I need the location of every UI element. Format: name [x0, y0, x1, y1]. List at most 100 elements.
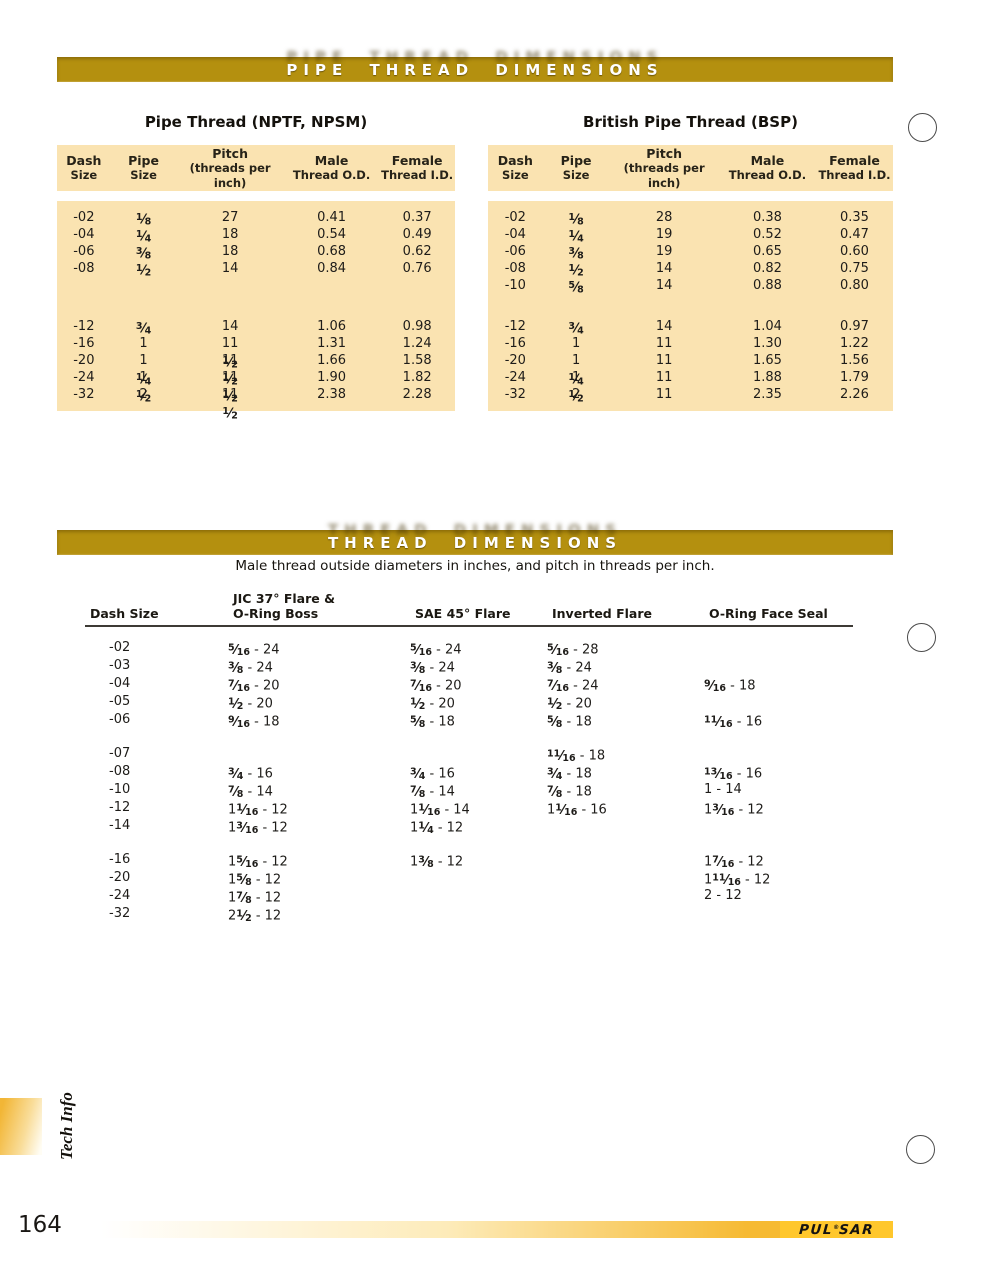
cell: 0.88	[752, 278, 782, 293]
pipe-thread-table: Pipe Thread (NPTF, NPSM) Dash Size Pipe Size…	[57, 112, 455, 422]
column-header-line: (threads per inch)	[623, 160, 705, 190]
table-row: -20 1 1⁄4 11 1.65 1.56	[488, 352, 893, 388]
cell: 21⁄2 - 12	[228, 908, 282, 924]
table-row: -02 1⁄8 27 0.41 0.37	[57, 209, 455, 228]
table-row: -08 1⁄2 14 0.82 0.75	[488, 260, 893, 279]
table-row: -02 5⁄16 - 24 5⁄16 - 24 5⁄16 - 28	[85, 639, 853, 658]
cell: -06	[73, 244, 95, 259]
table-row: -12 11⁄16 - 12 11⁄16 - 14 11⁄16 - 16 13⁄16 -…	[85, 799, 853, 818]
column-header: JIC 37° Flare & O-Ring Boss	[228, 591, 410, 621]
table-row: -04 1⁄4 18 0.54 0.49	[57, 226, 455, 245]
header-rule	[85, 625, 853, 627]
table-row: -16 15⁄16 - 12 13⁄8 - 12 17⁄16 - 12	[85, 851, 853, 870]
cell: 0.98	[402, 319, 432, 334]
cell: -20	[504, 353, 526, 368]
cell: 1 1⁄2	[568, 370, 584, 405]
cell: 1.58	[402, 353, 432, 368]
cell: -32	[109, 906, 131, 921]
cell: 11 1⁄2	[221, 387, 239, 422]
cell: 1.04	[752, 319, 782, 334]
cell: 0.75	[840, 261, 869, 276]
cell: 2.38	[317, 387, 347, 402]
cell: 7⁄8 - 18	[547, 784, 592, 800]
cell: -24	[73, 370, 95, 385]
cell: 1.82	[402, 370, 432, 385]
cell: 15⁄8 - 12	[228, 872, 282, 888]
column-header-line: Size	[70, 168, 98, 182]
cell: 1.66	[317, 353, 347, 368]
row-group: -02 5⁄16 - 24 5⁄16 - 24 5⁄16 - 28 -03 3⁄8 - 2…	[85, 639, 853, 730]
cell: -10	[504, 278, 526, 293]
cell: 7⁄8 - 14	[410, 784, 455, 800]
table-row: -16 1 11 1⁄2 1.31 1.24	[57, 335, 455, 371]
cell: 7⁄16 - 20	[410, 678, 462, 694]
cell: 3⁄4	[568, 321, 584, 337]
cell: 13⁄16 - 12	[228, 820, 288, 836]
column-header: Pipe Size	[111, 153, 177, 183]
thread-dimensions-section-title: THREAD DIMENSIONS	[327, 533, 623, 552]
column-header-line: JIC 37° Flare &	[233, 591, 335, 606]
column-header: Male Thread O.D.	[284, 153, 380, 183]
cell: 11⁄16 - 16	[547, 802, 607, 818]
column-header-line: Size	[130, 168, 157, 182]
pipe-thread-section-title: PIPE THREAD DIMENSIONS	[286, 60, 664, 79]
cell: 11⁄16 - 12	[228, 802, 288, 818]
cell: 1.30	[752, 336, 782, 351]
cell	[410, 905, 547, 928]
cell: -07	[109, 746, 131, 761]
column-header-line: Male	[750, 153, 785, 168]
cell: 13⁄16 - 16	[704, 766, 763, 782]
column-header-line: Dash	[66, 153, 102, 168]
cell: 1.88	[752, 370, 782, 385]
row-group-spacer	[57, 277, 455, 318]
column-header-line: Thread I.D.	[381, 168, 454, 182]
cell: 7⁄16 - 24	[547, 678, 599, 694]
cell: 1.90	[317, 370, 347, 385]
table-row: -32 2 11 2.35 2.26	[488, 386, 893, 403]
cell: 14	[655, 319, 673, 334]
table-row: -24 1 1⁄2 11 1⁄2 1.90 1.82	[57, 369, 455, 405]
cell: 11⁄16 - 14	[410, 802, 470, 818]
row-group: -16 15⁄16 - 12 13⁄8 - 12 17⁄16 - 12 -20 15⁄8 …	[85, 851, 853, 924]
cell: 15⁄16 - 12	[228, 854, 288, 870]
table-row: -16 1 11 1.30 1.22	[488, 335, 893, 352]
cell: 2.28	[402, 387, 432, 402]
table-row: -10 5⁄8 14 0.88 0.80	[488, 277, 893, 296]
cell: -04	[109, 676, 131, 691]
cell: 11 1⁄2	[221, 370, 239, 405]
page-number: 164	[18, 1212, 62, 1238]
cell: 1.22	[840, 336, 869, 351]
column-header-line: Size	[501, 168, 529, 182]
column-header-line: Female	[391, 153, 443, 168]
table-row: -04 1⁄4 19 0.52 0.47	[488, 226, 893, 245]
cell: 5⁄16 - 24	[410, 642, 462, 658]
table-row: -06 3⁄8 19 0.65 0.60	[488, 243, 893, 262]
cell: -06	[109, 712, 131, 727]
thread-table-body: -02 5⁄16 - 24 5⁄16 - 24 5⁄16 - 28 -03 3⁄8 - 2…	[85, 639, 853, 924]
tech-info-label: Tech Info	[57, 1092, 76, 1161]
column-header-line: Thread O.D.	[728, 168, 807, 182]
column-header-line: Inverted Flare	[552, 606, 652, 621]
cell: 1	[139, 336, 148, 351]
cell: 0.68	[317, 244, 347, 259]
punch-hole-top	[908, 113, 937, 142]
table-row: -04 7⁄16 - 20 7⁄16 - 20 7⁄16 - 24 9⁄16 - 18	[85, 675, 853, 694]
cell	[704, 817, 853, 840]
cell: 1.79	[840, 370, 869, 385]
column-header: Dash Size	[488, 153, 543, 183]
cell	[547, 817, 704, 840]
column-header-line: Size	[562, 168, 590, 182]
cell: 17⁄16 - 12	[704, 854, 764, 870]
cell: 2 - 12	[704, 888, 742, 903]
column-header-line: Thread I.D.	[818, 168, 891, 182]
cell	[547, 905, 704, 928]
cell: 0.62	[402, 244, 432, 259]
column-header: Dash Size	[85, 606, 228, 621]
table-row: -06 3⁄8 18 0.68 0.62	[57, 243, 455, 262]
cell: -02	[504, 210, 526, 225]
cell: -08	[109, 764, 131, 779]
cell: -20	[73, 353, 95, 368]
column-header: Male Thread O.D.	[719, 153, 816, 183]
table-row: -08 1⁄2 14 0.84 0.76	[57, 260, 455, 279]
cell: 1⁄2 - 20	[547, 696, 592, 712]
